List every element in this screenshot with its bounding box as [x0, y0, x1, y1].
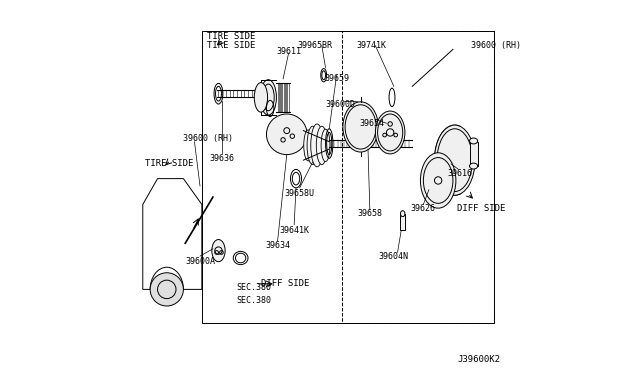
Circle shape: [150, 273, 184, 306]
Ellipse shape: [316, 126, 328, 164]
Ellipse shape: [212, 240, 225, 262]
Ellipse shape: [470, 163, 477, 169]
Text: 39600D: 39600D: [325, 100, 355, 109]
Text: 39600 (RH): 39600 (RH): [184, 134, 234, 142]
Text: 39654: 39654: [359, 119, 384, 128]
Text: 39600A: 39600A: [185, 257, 215, 266]
Text: SEC.380: SEC.380: [236, 296, 271, 305]
Ellipse shape: [254, 83, 268, 112]
Text: SEC.380: SEC.380: [236, 283, 271, 292]
Text: 39658: 39658: [357, 209, 382, 218]
Ellipse shape: [435, 125, 475, 195]
Text: DIFF SIDE: DIFF SIDE: [456, 203, 505, 213]
Text: 39636: 39636: [210, 154, 235, 163]
Ellipse shape: [321, 129, 330, 161]
Ellipse shape: [376, 111, 405, 154]
Bar: [470, 142, 477, 166]
Ellipse shape: [311, 124, 323, 167]
Text: 39600 (RH): 39600 (RH): [472, 41, 522, 50]
Text: J39600K2: J39600K2: [458, 355, 501, 364]
Ellipse shape: [420, 153, 456, 208]
Text: 39641K: 39641K: [279, 226, 309, 235]
Circle shape: [266, 114, 307, 155]
Ellipse shape: [307, 126, 318, 164]
Text: 39604N: 39604N: [379, 251, 409, 261]
Text: 39659: 39659: [324, 74, 349, 83]
Ellipse shape: [343, 102, 378, 152]
Text: 39741K: 39741K: [356, 41, 387, 50]
Ellipse shape: [260, 80, 276, 115]
Text: TIRE SIDE: TIRE SIDE: [207, 41, 256, 50]
Ellipse shape: [401, 211, 405, 217]
Ellipse shape: [470, 138, 477, 144]
Text: 39616: 39616: [448, 169, 473, 177]
Text: TIRE SIDE: TIRE SIDE: [145, 159, 193, 169]
Ellipse shape: [304, 130, 312, 161]
Text: DIFF SIDE: DIFF SIDE: [260, 279, 309, 288]
Text: 39658U: 39658U: [285, 189, 315, 198]
Text: TIRE SIDE: TIRE SIDE: [207, 32, 256, 41]
Text: 39634: 39634: [265, 241, 290, 250]
Text: 39626: 39626: [411, 203, 436, 213]
Text: 39611: 39611: [276, 47, 301, 56]
Bar: [401, 214, 405, 230]
Text: 39965BR: 39965BR: [297, 41, 332, 50]
